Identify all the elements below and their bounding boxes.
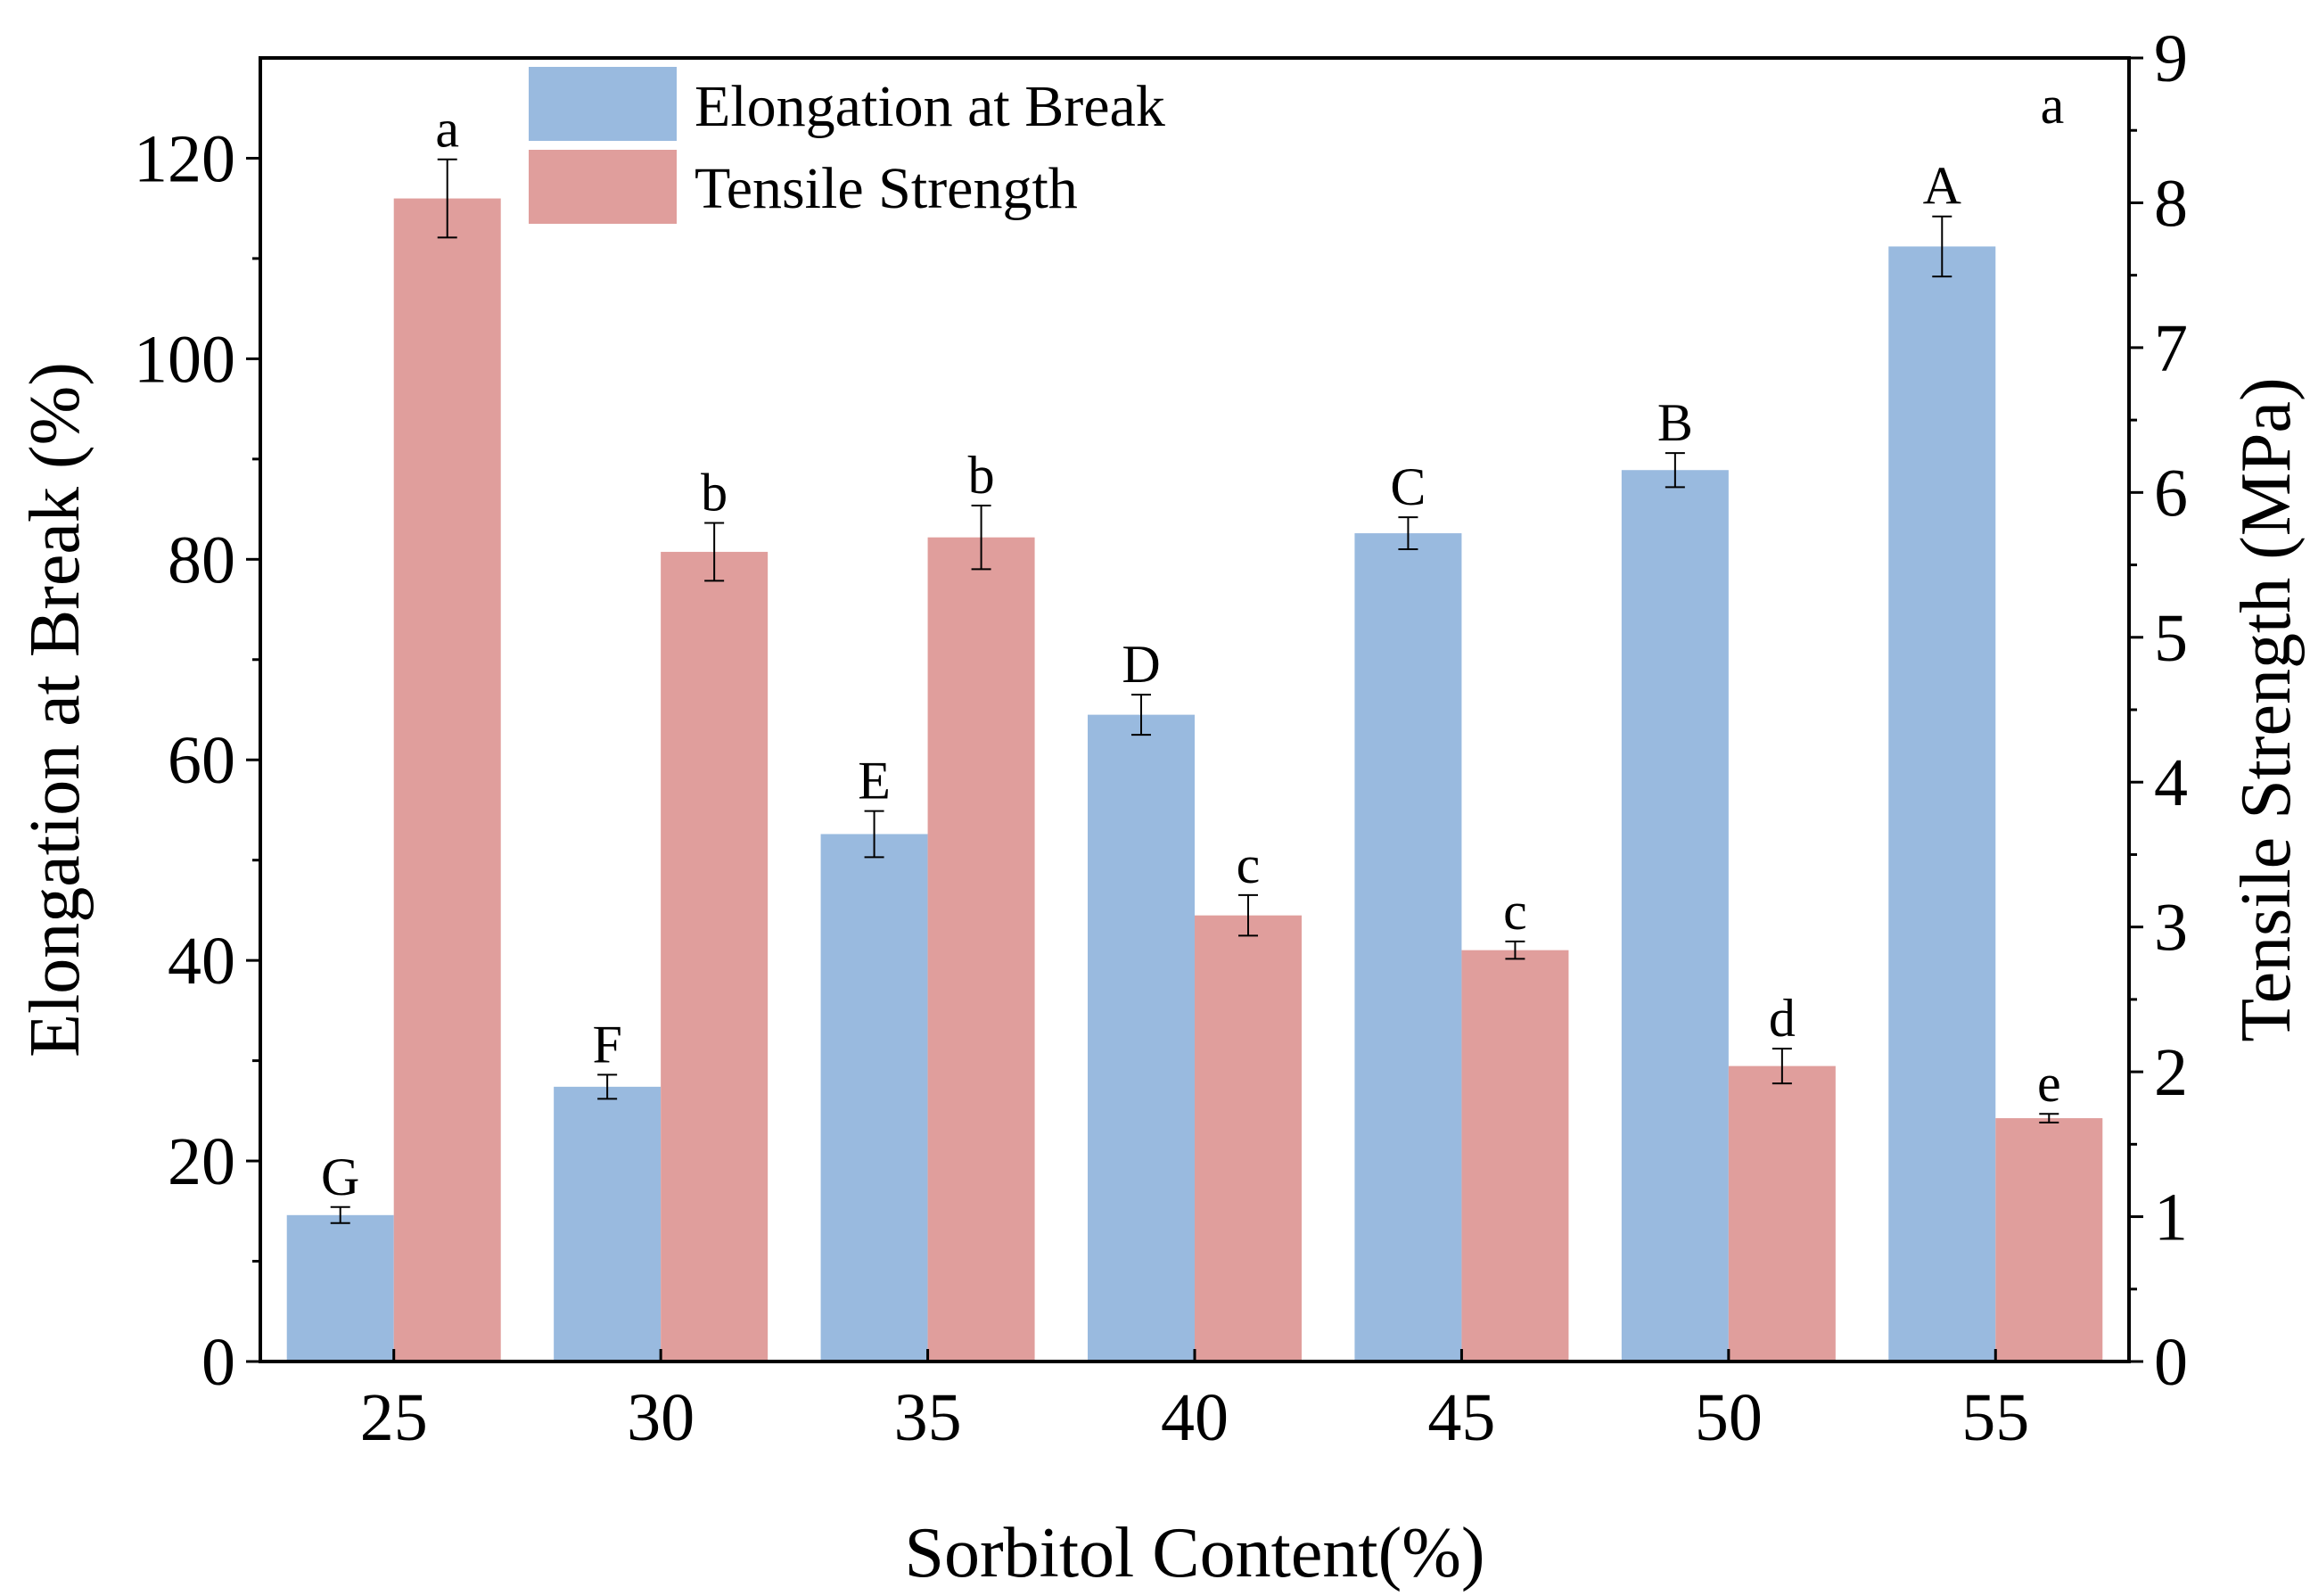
y-left-tick-label-120: 120 xyxy=(134,121,235,196)
error-bar-elongation-45 xyxy=(1398,516,1418,551)
bar-elongation-45 xyxy=(1354,533,1462,1362)
y-axis-title-right: Tensile Strength (MPa) xyxy=(2227,377,2306,1041)
y-right-tick-label-2: 2 xyxy=(2154,1035,2188,1110)
error-bar-elongation-25 xyxy=(330,1205,350,1224)
y-left-tick-label-20: 20 xyxy=(168,1124,235,1199)
bar-tensile-30 xyxy=(661,551,769,1362)
legend-label-tensile: Tensile Strength xyxy=(695,156,1078,221)
bar-tensile-40 xyxy=(1195,915,1302,1362)
error-bar-tensile-45 xyxy=(1505,940,1525,960)
y-right-tick-label-4: 4 xyxy=(2154,745,2188,820)
sig-label-elongation-45: C xyxy=(1390,457,1426,516)
bars-layer xyxy=(286,198,2103,1362)
y-left-tick-label-60: 60 xyxy=(168,723,235,798)
bar-tensile-50 xyxy=(1728,1065,1836,1362)
bar-elongation-25 xyxy=(286,1214,394,1362)
error-bar-tensile-40 xyxy=(1238,893,1258,937)
x-tick-label-30: 30 xyxy=(627,1380,695,1455)
legend-label-elongation: Elongation at Break xyxy=(695,74,1165,139)
y-right-tick-label-7: 7 xyxy=(2154,311,2188,386)
y-left-tick-label-100: 100 xyxy=(134,322,235,397)
bar-elongation-55 xyxy=(1888,246,1996,1362)
significance-labels-layer: G F E D C B Aa b b c c d e xyxy=(321,100,2061,1206)
x-tick-label-50: 50 xyxy=(1695,1380,1763,1455)
sig-label-elongation-40: D xyxy=(1122,635,1160,694)
x-tick-label-55: 55 xyxy=(1961,1380,2029,1455)
sig-label-tensile-25: a xyxy=(435,100,459,159)
sig-label-tensile-35: b xyxy=(968,446,995,505)
error-bar-elongation-40 xyxy=(1131,694,1151,736)
x-axis-title: Sorbitol Content(%) xyxy=(904,1514,1484,1592)
bar-tensile-25 xyxy=(393,198,501,1362)
sig-label-elongation-35: E xyxy=(858,752,891,810)
bar-tensile-35 xyxy=(927,537,1035,1362)
bar-elongation-35 xyxy=(820,834,928,1362)
sig-label-tensile-50: d xyxy=(1769,989,1796,1048)
y-right-tick-label-9: 9 xyxy=(2154,21,2188,96)
panel-label: a xyxy=(2041,76,2065,135)
legend: Elongation at Break Tensile Strength xyxy=(529,67,1165,224)
bar-tensile-45 xyxy=(1461,950,1569,1362)
y-left-tick-label-40: 40 xyxy=(168,924,235,999)
y-axis-title-left: Elongation at Break (%) xyxy=(16,362,95,1057)
y-left-tick-label-80: 80 xyxy=(168,522,235,597)
error-bar-elongation-50 xyxy=(1665,452,1685,489)
x-tick-label-25: 25 xyxy=(360,1380,428,1455)
y-right-tick-label-8: 8 xyxy=(2154,166,2188,241)
sig-label-elongation-30: F xyxy=(592,1015,621,1074)
bar-elongation-40 xyxy=(1088,714,1195,1362)
x-tick-label-40: 40 xyxy=(1161,1380,1229,1455)
sig-label-elongation-25: G xyxy=(321,1148,359,1206)
y-right-tick-label-1: 1 xyxy=(2154,1181,2188,1255)
y-left-tick-label-0: 0 xyxy=(201,1325,235,1400)
sig-label-tensile-45: c xyxy=(1503,882,1527,941)
y-right-tick-label-0: 0 xyxy=(2154,1325,2188,1400)
sig-label-tensile-30: b xyxy=(701,463,728,522)
legend-swatch-tensile xyxy=(529,150,677,224)
error-bar-tensile-35 xyxy=(971,504,991,571)
sig-label-tensile-55: e xyxy=(2037,1054,2061,1113)
sig-label-tensile-40: c xyxy=(1237,835,1261,894)
x-tick-label-45: 45 xyxy=(1427,1380,1495,1455)
error-bar-tensile-30 xyxy=(704,522,725,582)
y-right-tick-label-5: 5 xyxy=(2154,601,2188,676)
sig-label-elongation-55: A xyxy=(1923,157,1961,216)
bar-elongation-30 xyxy=(554,1086,662,1362)
y-right-tick-label-6: 6 xyxy=(2154,456,2188,531)
error-bar-tensile-55 xyxy=(2039,1113,2059,1123)
y-right-tick-label-3: 3 xyxy=(2154,891,2188,966)
x-tick-label-35: 35 xyxy=(894,1380,962,1455)
error-bar-tensile-25 xyxy=(437,158,457,239)
error-bar-elongation-35 xyxy=(864,810,884,859)
error-bar-tensile-50 xyxy=(1772,1048,1792,1085)
bar-elongation-50 xyxy=(1621,470,1729,1362)
bar-tensile-55 xyxy=(1995,1118,2103,1362)
error-bars-layer xyxy=(330,158,2059,1224)
error-bar-elongation-30 xyxy=(597,1074,618,1100)
sig-label-elongation-50: B xyxy=(1657,393,1693,452)
error-bar-elongation-55 xyxy=(1932,215,1952,278)
legend-swatch-elongation xyxy=(529,67,677,141)
